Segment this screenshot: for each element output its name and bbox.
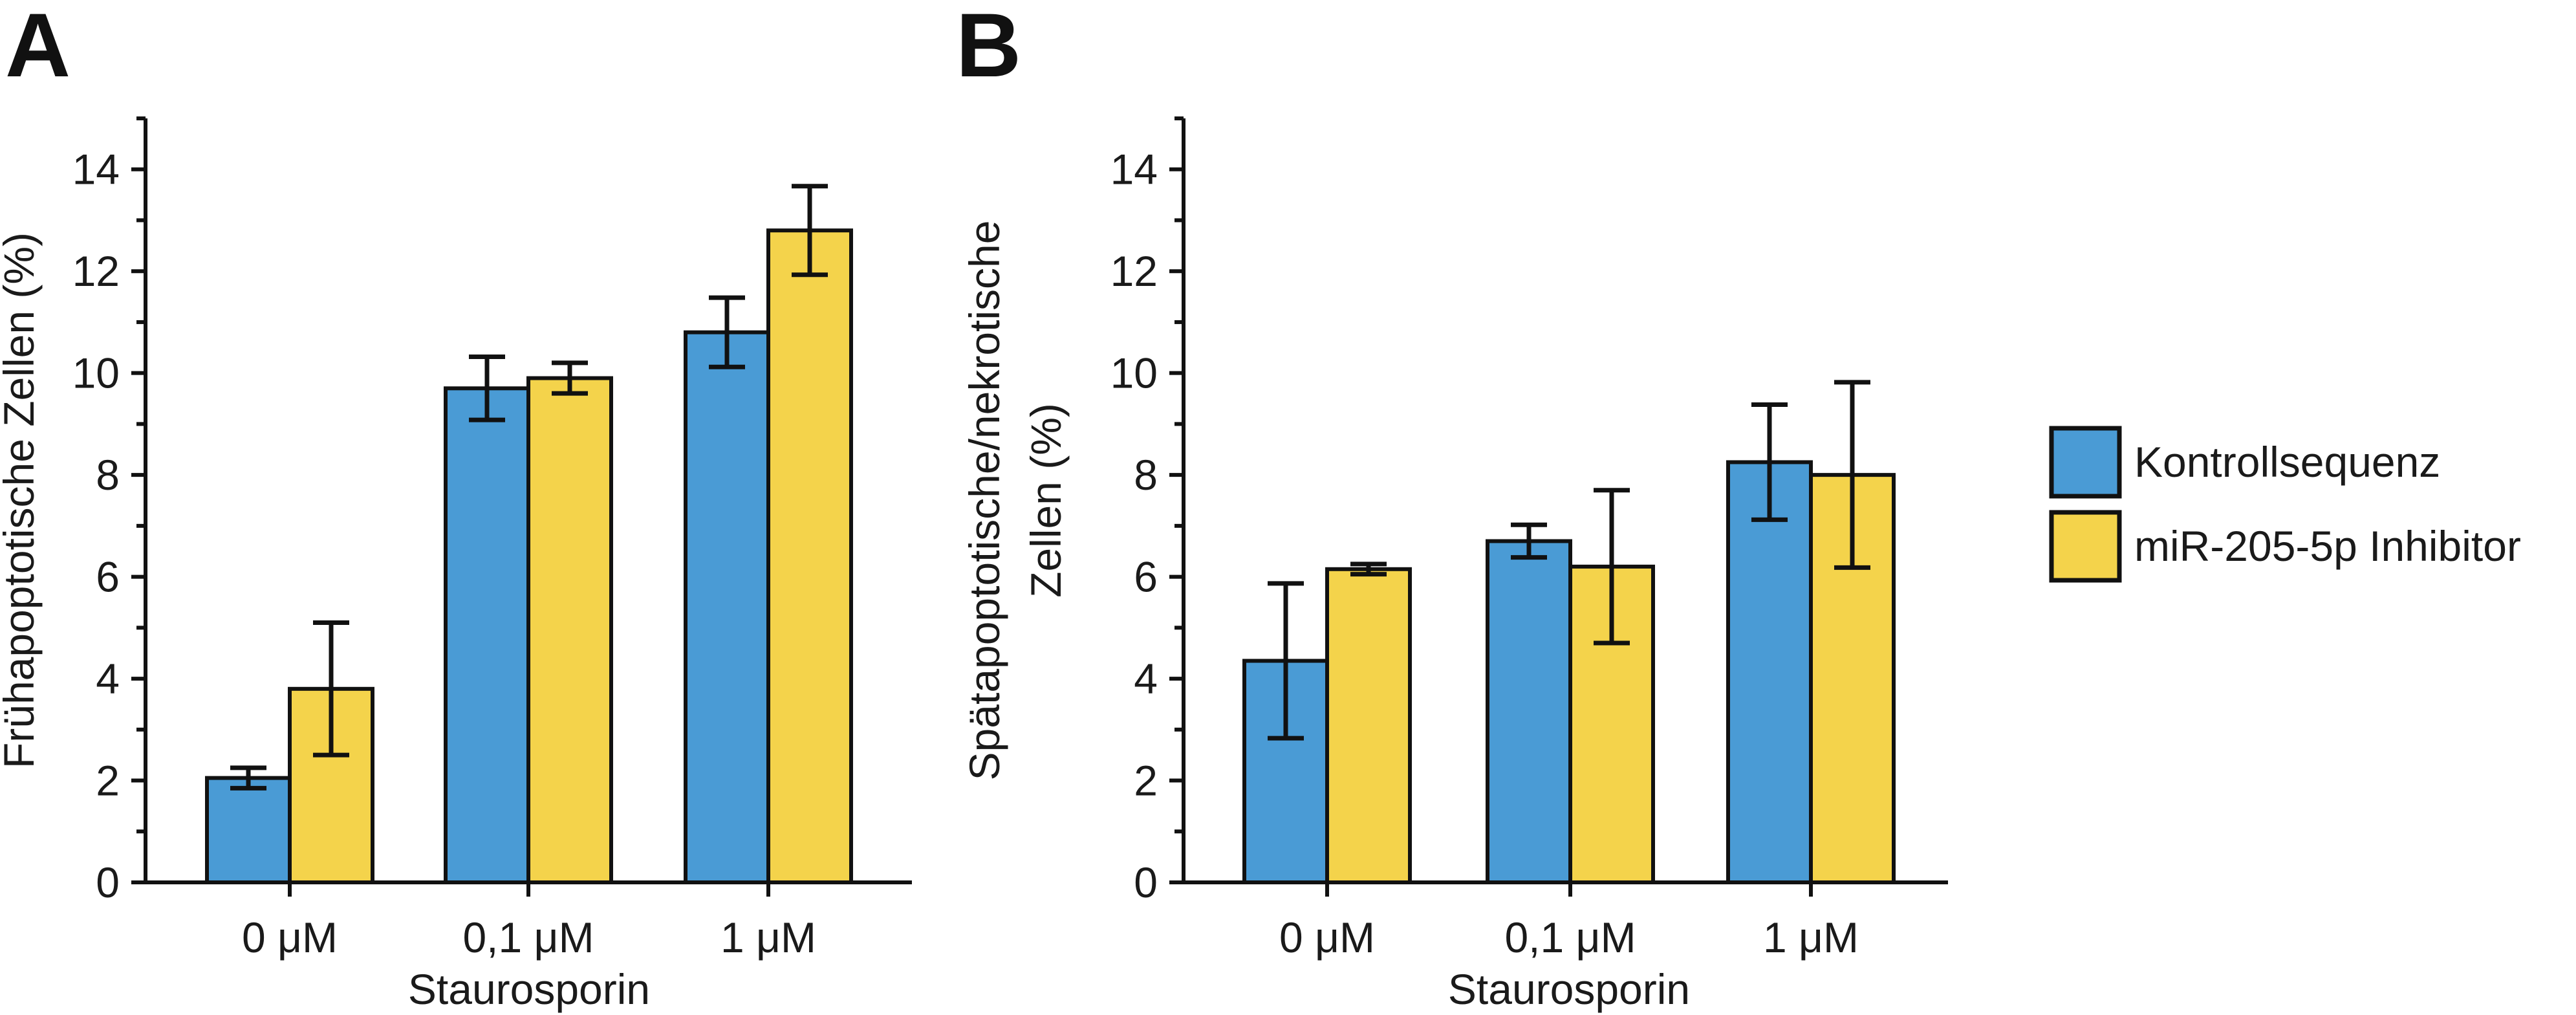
- x-tick-label: 0 μM: [242, 913, 338, 961]
- y-axis-title-line: Spätapoptotische/nekrotische: [960, 221, 1008, 781]
- y-tick-label: 4: [96, 655, 120, 703]
- y-tick-label: 14: [1110, 146, 1158, 193]
- legend-label: Kontrollsequenz: [2134, 438, 2440, 486]
- bar: [1486, 539, 1572, 884]
- y-tick-label: 4: [1134, 655, 1158, 703]
- y-tick-label: 6: [1134, 553, 1158, 601]
- y-tick-label: 0: [1134, 858, 1158, 906]
- panel-letter: A: [5, 0, 70, 96]
- y-tick-label: 8: [96, 451, 120, 499]
- legend-swatch: [2049, 426, 2122, 499]
- bar: [766, 228, 853, 885]
- y-tick-label: 10: [72, 349, 120, 397]
- panel-b: B 0 2 4 6 8 10 12 14 0 μM 0,1 μM 1 μM Staurosporin Sp…: [956, 0, 1948, 1013]
- legend-swatch: [2049, 510, 2122, 583]
- legend: Kontrollsequenz miR-205-5p Inhibitor: [2049, 426, 2521, 583]
- x-tick-label: 1 μM: [1763, 913, 1859, 961]
- bar: [1325, 567, 1412, 884]
- bar: [205, 776, 292, 885]
- bar: [684, 330, 770, 884]
- y-tick-label: 6: [96, 553, 120, 601]
- panel-a: A 0 2 4 6 8 10 12 14 0 μM 0,1 μM 1 μM Staurosporin Fr…: [0, 0, 912, 1013]
- x-tick-label: 0 μM: [1279, 913, 1375, 961]
- y-tick-label: 2: [96, 757, 120, 805]
- x-axis-title: Staurosporin: [1448, 965, 1690, 1013]
- x-tick-label: 0,1 μM: [462, 913, 594, 961]
- y-tick-label: 2: [1134, 757, 1158, 805]
- y-tick-label: 12: [72, 247, 120, 295]
- panel-letter: B: [956, 0, 1021, 96]
- bar: [1726, 460, 1813, 884]
- bar: [444, 386, 530, 884]
- y-tick-label: 8: [1134, 451, 1158, 499]
- y-tick-label: 10: [1110, 349, 1158, 397]
- x-axis-title: Staurosporin: [408, 965, 650, 1013]
- y-tick-label: 0: [96, 858, 120, 906]
- x-tick-label: 1 μM: [720, 913, 816, 961]
- y-axis-title: Frühapoptotische Zellen (%): [0, 232, 43, 769]
- legend-label: miR-205-5p Inhibitor: [2134, 522, 2521, 570]
- y-tick-label: 12: [1110, 247, 1158, 295]
- bar: [526, 376, 613, 884]
- y-tick-label: 14: [72, 146, 120, 193]
- y-axis-title-line: Zellen (%): [1022, 403, 1070, 598]
- x-tick-label: 0,1 μM: [1504, 913, 1636, 961]
